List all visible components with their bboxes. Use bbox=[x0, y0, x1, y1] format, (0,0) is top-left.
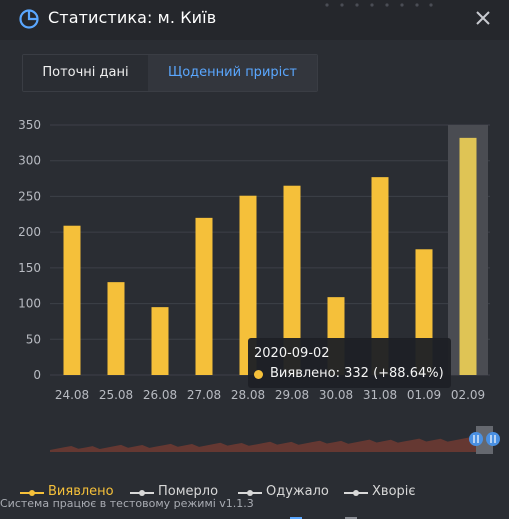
tab-bar: Поточні дані Щоденний приріст bbox=[22, 54, 318, 92]
window-title: Статистика: м. Київ bbox=[48, 8, 217, 27]
x-tick-label: 25.08 bbox=[99, 388, 133, 402]
x-tick-label: 26.08 bbox=[143, 388, 177, 402]
x-tick-label: 30.08 bbox=[319, 388, 353, 402]
bar-28.08[interactable] bbox=[239, 195, 257, 375]
bar-25.08[interactable] bbox=[107, 282, 125, 375]
bar-26.08[interactable] bbox=[151, 307, 169, 375]
navigator-handle-left[interactable] bbox=[469, 432, 483, 446]
x-tick-label: 24.08 bbox=[55, 388, 89, 402]
y-tick-label: 200 bbox=[18, 225, 41, 239]
legend-label: Виявлено bbox=[48, 484, 114, 499]
legend-line-marker bbox=[20, 490, 44, 496]
x-tick-label: 01.09 bbox=[407, 388, 441, 402]
legend-label: Хворіє bbox=[372, 484, 416, 499]
bar-02.09[interactable] bbox=[459, 137, 477, 375]
x-tick-label: 27.08 bbox=[187, 388, 221, 402]
navigator-handle-right[interactable] bbox=[486, 432, 500, 446]
x-tick-label: 29.08 bbox=[275, 388, 309, 402]
y-tick-label: 50 bbox=[26, 332, 41, 346]
pie-chart-icon bbox=[19, 9, 39, 29]
legend-label: Одужало bbox=[266, 484, 329, 499]
x-tick-label: 28.08 bbox=[231, 388, 265, 402]
y-tick-label: 350 bbox=[18, 118, 41, 132]
bottom-decoration bbox=[290, 517, 357, 519]
legend-line-marker bbox=[238, 490, 262, 496]
legend-label: Померло bbox=[158, 484, 219, 499]
bar-24.08[interactable] bbox=[63, 225, 81, 375]
navigator-series bbox=[50, 437, 476, 452]
legend-item-deaths[interactable]: Померло bbox=[130, 484, 230, 502]
chart-tooltip: 2020-09-02 Виявлено: 332 (+88.64%) bbox=[248, 338, 451, 388]
legend-item-recovered[interactable]: Одужало bbox=[238, 484, 338, 502]
navigator-selection[interactable] bbox=[476, 426, 493, 454]
y-tick-label: 100 bbox=[18, 297, 41, 311]
y-tick-label: 0 bbox=[33, 368, 41, 382]
tooltip-text: Виявлено: 332 (+88.64%) bbox=[270, 366, 444, 381]
legend-line-marker bbox=[344, 490, 368, 496]
y-tick-label: 300 bbox=[18, 154, 41, 168]
close-icon[interactable] bbox=[472, 7, 494, 29]
bar-chart: 0 50 100 150 200 250 300 350 24.08 25.08 26.08 27.0… bbox=[18, 118, 500, 454]
legend-item-detected[interactable]: Виявлено bbox=[20, 484, 120, 502]
y-tick-label: 250 bbox=[18, 189, 41, 203]
x-tick-label: 31.08 bbox=[363, 388, 397, 402]
y-tick-label: 150 bbox=[18, 261, 41, 275]
chart-legend: Виявлено Померло Одужало Хворіє bbox=[0, 484, 509, 504]
bar-31.08[interactable] bbox=[371, 177, 389, 375]
footer-status-text: Система працює в тестовому режимі v1.1.3 bbox=[0, 497, 254, 510]
tooltip-series-marker bbox=[254, 370, 263, 379]
window-header: Статистика: м. Київ bbox=[0, 0, 509, 40]
legend-item-sick[interactable]: Хворіє bbox=[344, 484, 444, 502]
tab-daily-growth[interactable]: Щоденний приріст bbox=[148, 55, 317, 91]
legend-line-marker bbox=[130, 490, 154, 496]
x-tick-label: 02.09 bbox=[451, 388, 485, 402]
window-decoration bbox=[325, 3, 433, 7]
bar-29.08[interactable] bbox=[283, 185, 301, 375]
tab-current-data[interactable]: Поточні дані bbox=[23, 55, 148, 91]
bar-27.08[interactable] bbox=[195, 217, 213, 375]
tooltip-date: 2020-09-02 bbox=[254, 346, 330, 361]
